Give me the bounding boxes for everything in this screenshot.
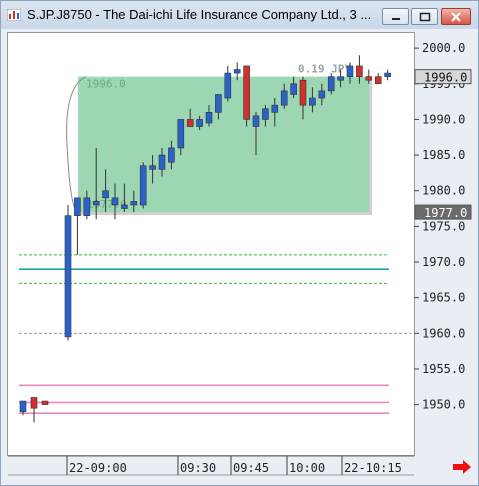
x-tick-label: 09:45 [233,461,269,475]
zone-change-label: 0.19 JPY [298,63,351,76]
price-tag-label: 1977.0 [424,206,467,220]
candle[interactable] [215,94,222,113]
x-tick-label: 10:00 [289,461,325,475]
candle[interactable] [280,90,288,106]
candle[interactable] [252,115,260,127]
candle[interactable] [158,154,166,170]
candle[interactable] [83,197,91,216]
price-tag-label: 1996.0 [424,71,467,85]
y-tick-label: 1965.0 [422,291,465,305]
candle[interactable] [196,119,203,127]
app-chart-icon [7,9,21,21]
y-tick-label: 1990.0 [422,112,465,126]
candle[interactable] [121,204,128,209]
x-tick-label: 22-10:15 [344,461,402,475]
candle[interactable] [224,72,232,99]
x-tick-label: 09:30 [180,461,216,475]
y-tick-label: 1955.0 [422,362,465,376]
candle[interactable] [309,97,316,106]
candle[interactable] [365,76,373,81]
candle[interactable] [149,165,156,170]
candle[interactable] [243,65,250,120]
candle[interactable] [233,69,241,74]
candle[interactable] [374,76,382,85]
price-tag [414,69,472,85]
candle[interactable] [327,76,335,92]
zone-top-label: 1996.0 [86,78,126,91]
window-title: S.JP.J8750 - The Dai-ichi Life Insurance… [27,7,372,22]
candle[interactable] [168,147,175,163]
candle[interactable] [130,201,138,206]
close-icon [451,11,461,22]
y-tick-label: 1950.0 [422,398,465,412]
y-tick-label: 1975.0 [422,219,465,233]
candle[interactable] [139,165,147,206]
zone-rectangle[interactable] [78,76,369,213]
candle[interactable] [102,190,109,199]
close-button[interactable] [441,8,471,25]
minimize-button[interactable] [382,8,409,25]
price-tag [414,204,472,220]
maximize-button[interactable] [411,8,438,25]
candle[interactable] [92,201,100,206]
early-candle[interactable] [19,400,27,413]
maximize-icon [419,12,430,21]
candle[interactable] [346,65,354,77]
candle[interactable] [337,76,344,81]
title-bar[interactable]: S.JP.J8750 - The Dai-ichi Life Insurance… [1,1,478,29]
candle[interactable] [299,79,307,106]
candle[interactable] [290,83,297,95]
minimize-icon [391,17,400,20]
candle[interactable] [356,65,363,77]
early-candle[interactable] [30,397,38,409]
candle[interactable] [384,72,391,77]
candle[interactable] [64,215,72,338]
right-arrow-icon[interactable] [453,460,471,474]
candle[interactable] [111,197,119,206]
candle[interactable] [271,104,279,113]
zone-bracket [66,76,87,215]
candle[interactable] [186,119,194,127]
candle[interactable] [205,111,213,124]
y-tick-label: 1980.0 [422,184,465,198]
candle[interactable] [318,90,326,99]
candle[interactable] [262,108,269,120]
candle[interactable] [177,119,185,149]
candle[interactable] [74,197,81,216]
x-tick-label: 22-09:00 [69,461,127,475]
y-tick-label: 1970.0 [422,255,465,269]
y-tick-label: 1985.0 [422,148,465,162]
y-tick-label: 2000.0 [422,41,465,55]
y-tick-label: 1960.0 [422,326,465,340]
early-candle[interactable] [41,400,49,405]
